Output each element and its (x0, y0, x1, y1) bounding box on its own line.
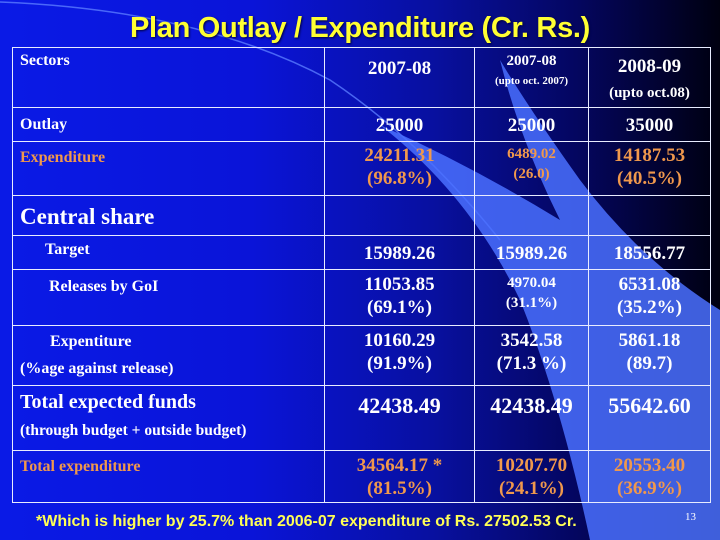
total-expected-2007-08-oct: 42438.49 (474, 385, 589, 451)
slide-title: Plan Outlay / Expenditure (Cr. Rs.) (129, 12, 591, 44)
section-heading-central-share: Central share (12, 195, 325, 236)
expenditure-pct: (96.8%) (367, 168, 432, 189)
releases-amount: 11053.85 (364, 274, 435, 295)
total-expenditure-2007-08-oct: 10207.70 (24.1%) (474, 450, 589, 503)
expentiture-pct: (91.9%) (367, 353, 432, 374)
header-col2-label: 2007-08 (506, 53, 557, 69)
header-sectors: Sectors (12, 47, 325, 108)
header-col-2008-09: 2008-09 (upto oct.08) (588, 47, 711, 108)
table-row-total-expenditure: Total expenditure 34564.17 * (81.5%) 102… (12, 450, 711, 503)
row-label-total-expected: Total expected funds (through budget + o… (12, 385, 325, 451)
expenditure-amount: 6489.02 (507, 146, 556, 162)
expenditure-amount: 24211.31 (364, 145, 435, 166)
total-expenditure-2007-08: 34564.17 * (81.5%) (324, 450, 475, 503)
releases-amount: 6531.08 (618, 274, 681, 295)
row-label-expentiture-main: Expentiture (50, 333, 132, 350)
header-col1-label: 2007-08 (367, 58, 432, 79)
table-row-releases: Releases by GoI 11053.85 (69.1%) 4970.04… (12, 269, 711, 326)
table-row-target: Target 15989.26 15989.26 18556.77 (12, 235, 711, 270)
row-label-outlay: Outlay (12, 107, 325, 142)
page-number: 13 (685, 511, 696, 523)
total-expenditure-pct: (24.1%) (499, 478, 564, 499)
expentiture-2007-08-oct: 3542.58 (71.3 %) (474, 325, 589, 386)
target-2007-08-oct: 15989.26 (474, 235, 589, 270)
expentiture-amount: 5861.18 (618, 330, 681, 351)
expentiture-pct: (71.3 %) (496, 353, 567, 374)
table-row-expentiture: Expentiture (%age against release) 10160… (12, 325, 711, 386)
outlay-2008-09: 35000 (588, 107, 711, 142)
header-col3-label: 2008-09 (617, 56, 682, 77)
outlay-2007-08-oct: 25000 (474, 107, 589, 142)
releases-amount: 4970.04 (507, 275, 556, 291)
expentiture-pct: (89.7) (626, 353, 673, 374)
outlay-2007-08: 25000 (324, 107, 475, 142)
expentiture-2008-09: 5861.18 (89.7) (588, 325, 711, 386)
row-label-expenditure: Expenditure (12, 141, 325, 196)
releases-2007-08-oct: 4970.04 (31.1%) (474, 269, 589, 326)
expenditure-2007-08-oct: 6489.02 (26.0) (474, 141, 589, 196)
target-2007-08: 15989.26 (324, 235, 475, 270)
row-label-expentiture: Expentiture (%age against release) (12, 325, 325, 386)
table-row-outlay: Outlay 25000 25000 35000 (12, 107, 711, 142)
expenditure-2008-09: 14187.53 (40.5%) (588, 141, 711, 196)
releases-pct: (31.1%) (505, 295, 558, 311)
empty-cell (324, 195, 475, 236)
empty-cell (474, 195, 589, 236)
row-label-total-expenditure: Total expenditure (12, 450, 325, 503)
releases-pct: (69.1%) (367, 297, 432, 318)
table-header-row: Sectors 2007-08 2007-08 (upto oct. 2007)… (12, 47, 711, 108)
table-row-central-share: Central share (12, 195, 711, 236)
total-expenditure-pct: (36.9%) (617, 478, 682, 499)
table-row-expenditure: Expenditure 24211.31 (96.8%) 6489.02 (26… (12, 141, 711, 196)
total-expected-2008-09: 55642.60 (588, 385, 711, 451)
header-col3-sub: (upto oct.08) (609, 85, 690, 101)
total-expenditure-amount: 20553.40 (613, 455, 686, 476)
table-row-total-expected-funds: Total expected funds (through budget + o… (12, 385, 711, 451)
footnote: *Which is higher by 25.7% than 2006-07 e… (36, 513, 577, 530)
expenditure-amount: 14187.53 (613, 145, 686, 166)
expenditure-pct: (26.0) (513, 166, 550, 182)
total-expenditure-amount: 10207.70 (495, 455, 568, 476)
releases-pct: (35.2%) (617, 297, 682, 318)
empty-cell (588, 195, 711, 236)
row-label-target: Target (12, 235, 325, 270)
header-col-2007-08: 2007-08 (324, 47, 475, 108)
header-col-2007-08-upto-oct: 2007-08 (upto oct. 2007) (474, 47, 589, 108)
total-expenditure-pct: (81.5%) (367, 478, 432, 499)
row-label-releases-by-goi: Releases by GoI (12, 269, 325, 326)
row-label-expentiture-sub: (%age against release) (20, 360, 174, 377)
header-col2-sub: (upto oct. 2007) (494, 75, 569, 87)
total-expenditure-amount: 34564.17 * (356, 455, 443, 476)
row-label-total-expected-main: Total expected funds (20, 391, 196, 413)
plan-outlay-table: Sectors 2007-08 2007-08 (upto oct. 2007)… (12, 47, 711, 503)
expenditure-pct: (40.5%) (617, 168, 682, 189)
expentiture-2007-08: 10160.29 (91.9%) (324, 325, 475, 386)
total-expenditure-2008-09: 20553.40 (36.9%) (588, 450, 711, 503)
expentiture-amount: 3542.58 (500, 330, 563, 351)
target-2008-09: 18556.77 (588, 235, 711, 270)
releases-2008-09: 6531.08 (35.2%) (588, 269, 711, 326)
row-label-total-expected-sub: (through budget + outside budget) (20, 422, 247, 439)
total-expected-2007-08: 42438.49 (324, 385, 475, 451)
expenditure-2007-08: 24211.31 (96.8%) (324, 141, 475, 196)
releases-2007-08: 11053.85 (69.1%) (324, 269, 475, 326)
expentiture-amount: 10160.29 (363, 330, 436, 351)
